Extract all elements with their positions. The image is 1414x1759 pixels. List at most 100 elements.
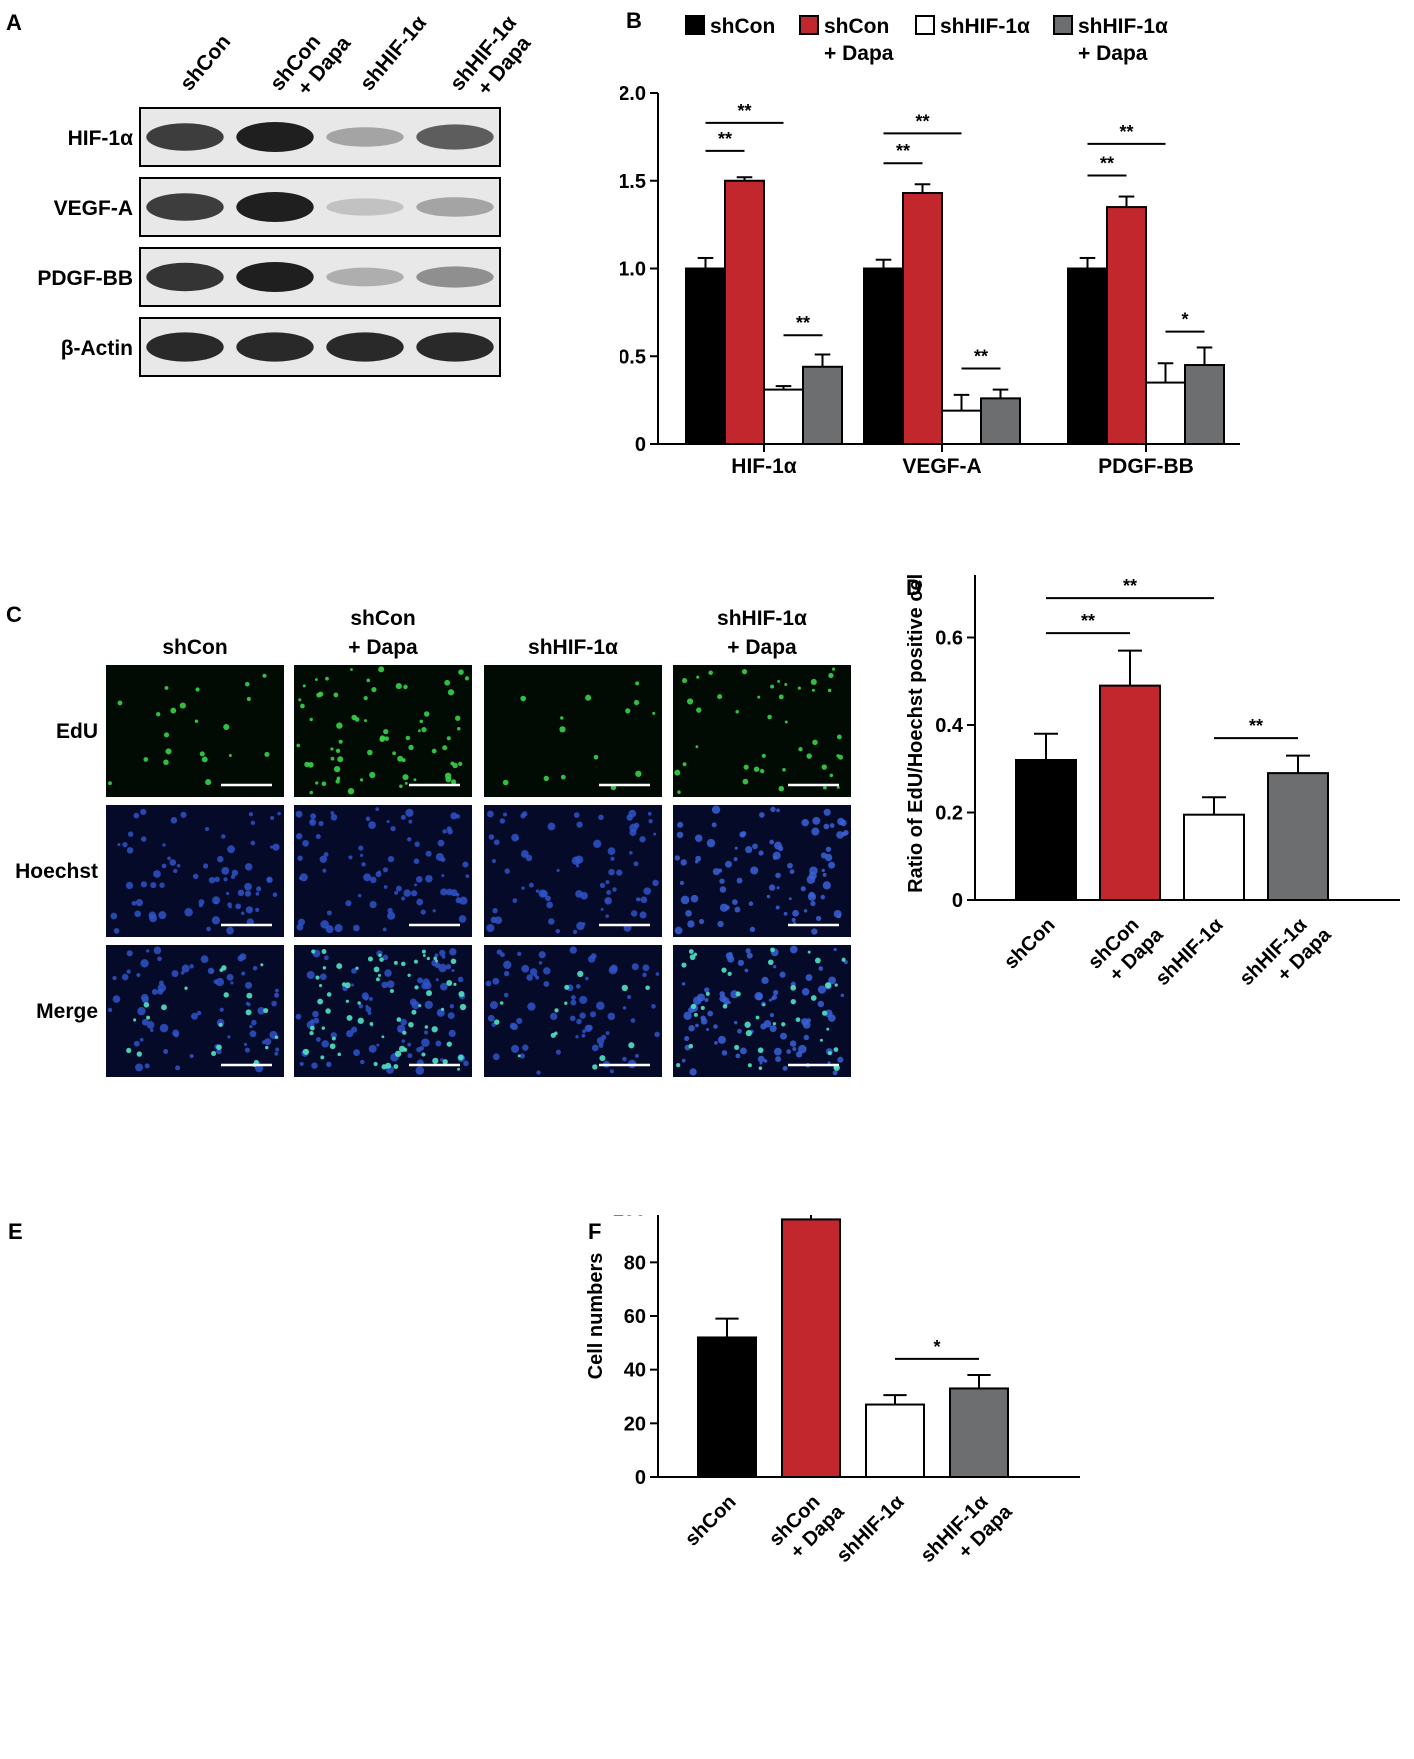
edu-dot — [369, 1021, 374, 1026]
nucleus-dot — [345, 900, 352, 907]
nucleus-dot — [135, 1063, 144, 1072]
nucleus-dot — [596, 1037, 605, 1045]
nucleus-dot — [711, 822, 717, 828]
nucleus-dot — [806, 875, 816, 884]
nucleus-dot — [745, 845, 753, 854]
nucleus-dot — [223, 877, 228, 882]
edu-dot — [564, 1001, 568, 1005]
edu-dot — [402, 774, 409, 781]
nucleus-dot — [386, 819, 390, 824]
nucleus-dot — [773, 1047, 782, 1056]
nucleus-dot — [140, 836, 147, 842]
edu-dot — [170, 707, 177, 714]
nucleus-dot — [843, 829, 849, 836]
nucleus-dot — [687, 920, 695, 928]
nucleus-dot — [776, 886, 780, 890]
nucleus-dot — [462, 861, 469, 868]
nucleus-dot — [414, 841, 420, 847]
x-tick-label: VEGF-A — [902, 455, 981, 478]
bar — [724, 179, 765, 445]
nucleus-dot — [113, 928, 120, 934]
edu-dot — [758, 1066, 763, 1070]
nucleus-dot — [196, 1010, 202, 1016]
edu-dot — [824, 982, 832, 989]
nucleus-dot — [214, 901, 218, 905]
edu-dot — [564, 984, 570, 990]
edu-dot — [681, 962, 687, 968]
edu-dot — [315, 781, 319, 785]
significance-label: ** — [1100, 153, 1114, 173]
edu-dot — [408, 1021, 414, 1028]
nucleus-dot — [492, 977, 500, 985]
edu-dot — [423, 711, 430, 717]
edu-dot — [253, 1059, 259, 1065]
edu-dot — [577, 970, 584, 978]
nucleus-dot — [251, 1019, 257, 1026]
edu-dot — [814, 957, 821, 964]
nucleus-dot — [176, 863, 181, 868]
nucleus-dot — [407, 1053, 413, 1059]
nucleus-dot — [140, 881, 148, 888]
nucleus-dot — [241, 911, 245, 915]
nucleus-dot — [348, 855, 353, 860]
row-label: Merge — [36, 1000, 98, 1023]
nucleus-dot — [151, 988, 158, 995]
nucleus-dot — [350, 983, 354, 987]
edu-dot — [246, 696, 251, 702]
nucleus-dot — [829, 823, 835, 829]
legend-swatch — [1053, 15, 1073, 35]
edu-dot — [810, 678, 817, 686]
legend-label: shCon — [710, 15, 775, 38]
edu-dot — [828, 672, 834, 679]
edu-dot — [408, 744, 414, 751]
edu-dot — [772, 1022, 777, 1026]
nucleus-dot — [789, 945, 798, 954]
nucleus-dot — [823, 823, 830, 830]
lane-label: shCon — [176, 30, 236, 95]
edu-dot — [335, 779, 340, 784]
column-label: shCon — [162, 636, 227, 659]
nucleus-dot — [502, 812, 508, 817]
nucleus-dot — [211, 916, 221, 925]
nucleus-dot — [824, 853, 833, 862]
nucleus-dot — [492, 1053, 500, 1061]
nucleus-dot — [334, 924, 343, 933]
nucleus-dot — [758, 850, 764, 856]
nucleus-dot — [538, 961, 543, 965]
nucleus-dot — [800, 886, 806, 892]
nucleus-dot — [822, 872, 827, 877]
nucleus-dot — [249, 1024, 253, 1029]
edu-dot — [413, 959, 419, 964]
nucleus-dot — [770, 806, 776, 813]
edu-dot — [163, 759, 169, 766]
edu-dot — [381, 1035, 385, 1039]
edu-dot — [347, 788, 355, 795]
nucleus-dot — [192, 873, 199, 880]
row-label: EdU — [56, 720, 98, 743]
bar — [1067, 267, 1108, 445]
nucleus-dot — [576, 821, 583, 828]
nucleus-dot — [368, 1044, 377, 1053]
nucleus-dot — [144, 1063, 150, 1069]
nucleus-dot — [683, 1011, 692, 1020]
nucleus-dot — [787, 862, 793, 869]
nucleus-dot — [499, 818, 506, 824]
edu-dot — [117, 700, 123, 706]
nucleus-dot — [608, 868, 615, 876]
nucleus-dot — [227, 845, 235, 854]
lane-label-line1: shHIF-1α — [356, 11, 431, 95]
edu-dot — [108, 781, 112, 786]
edu-dot — [494, 1019, 500, 1025]
bar — [763, 388, 804, 445]
edu-dot — [689, 954, 696, 961]
significance-label: ** — [1123, 576, 1137, 596]
nucleus-dot — [439, 982, 448, 991]
bar — [1015, 759, 1077, 901]
nucleus-dot — [822, 881, 831, 890]
edu-dot — [560, 774, 566, 780]
y-tick-label: 80 — [624, 1252, 646, 1274]
legend-swatch — [799, 15, 819, 35]
nucleus-dot — [521, 964, 530, 973]
edu-dot — [652, 711, 656, 715]
micrograph — [673, 665, 851, 797]
